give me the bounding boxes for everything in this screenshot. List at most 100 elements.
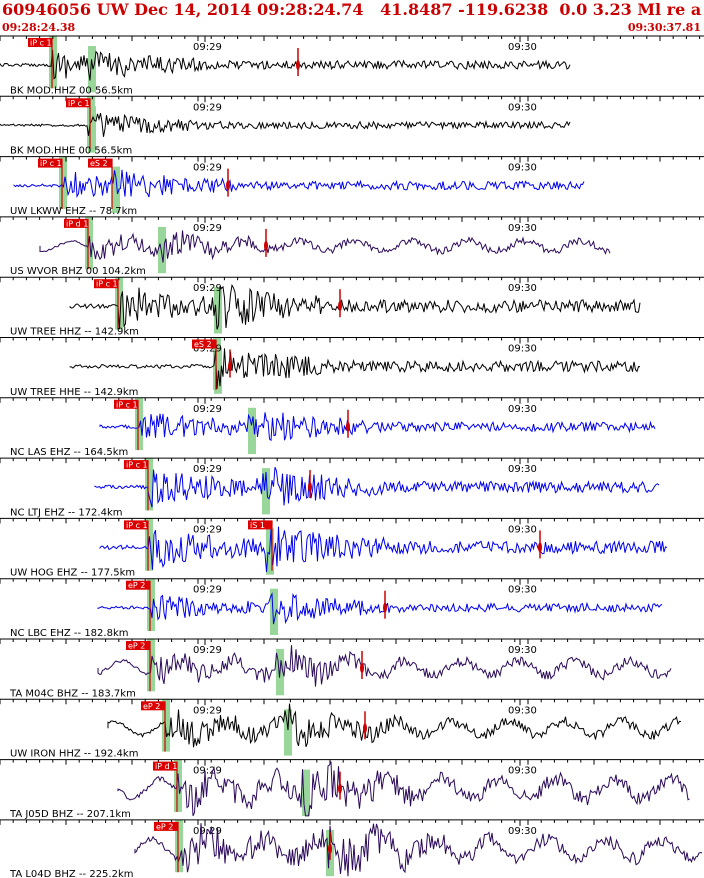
- pick-flag-text: iS 1: [250, 521, 265, 530]
- pick-flag[interactable]: [124, 520, 148, 530]
- minute-tick-label: 09:30: [508, 223, 537, 234]
- trace-panel[interactable]: 09:29 09:30 iP c 1 eS 2 UW LKWW EHZ -- 78.7k…: [0, 156, 704, 217]
- minute-tick-label: 09:30: [508, 826, 537, 837]
- minute-tick-label: 09:29: [193, 404, 222, 415]
- trace-station-label: TA M04C BHZ -- 183.7km: [9, 688, 136, 699]
- trace-panel[interactable]: 09:29 09:30 eP 2 NC LBC EHZ -- 182.8km: [0, 578, 704, 639]
- p-phase-band: [174, 759, 182, 812]
- event-header-title: 60946056 UW Dec 14, 2014 09:28:24.74 41.…: [2, 0, 702, 19]
- trace-station-label: UW TREE HHE -- 142.9km: [10, 387, 138, 398]
- waveform: [94, 467, 660, 508]
- p-phase-band: [59, 156, 67, 209]
- coda-marker-dot: [228, 361, 232, 372]
- waveform: [0, 49, 571, 81]
- trace-panel[interactable]: 09:29 09:30 iP c 1 NC LTJ EHZ -- 172.4km: [0, 457, 704, 518]
- p-phase-band: [162, 699, 170, 752]
- minute-tick-label: 09:29: [193, 705, 222, 716]
- waveform: [134, 823, 703, 877]
- pick-flag[interactable]: [154, 821, 178, 831]
- pick-flag[interactable]: [38, 158, 62, 168]
- trace-panel[interactable]: 09:29 09:30 eP 2 UW IRON HHZ -- 192.4km: [0, 698, 704, 760]
- pick-flag-text: iP c 1: [126, 461, 148, 470]
- minute-tick-label: 09:30: [508, 705, 537, 716]
- coda-marker-dot: [328, 843, 332, 854]
- pick-flag-text: iP c 1: [68, 99, 90, 108]
- trace-station-label: NC LBC EHZ -- 182.8km: [10, 628, 128, 639]
- coda-marker-dot: [308, 482, 312, 493]
- coda-marker-dot: [338, 783, 342, 794]
- s-phase-band: [158, 226, 166, 274]
- minute-tick-label: 09:29: [193, 42, 222, 53]
- pick-flag[interactable]: [126, 580, 150, 590]
- p-phase-band: [175, 819, 183, 873]
- coda-marker-dot: [363, 723, 367, 734]
- trace-station-label: UW TREE HHZ -- 142.9km: [10, 327, 139, 338]
- trace-panel[interactable]: 09:29 09:30 eS 2 UW TREE HHE -- 142.9km: [0, 337, 704, 398]
- minute-tick-label: 09:29: [193, 464, 222, 475]
- trace-panel[interactable]: 09:29 09:30 iP c 1 UW TREE HHZ -- 142.9km: [0, 276, 704, 338]
- pick-flag-text: iP c 1: [96, 280, 118, 289]
- trace-panel[interactable]: 09:29 09:30 iP c 1 NC LAS EHZ -- 164.5km: [0, 397, 704, 458]
- minute-tick-label: 09:29: [193, 585, 222, 596]
- pick-flag[interactable]: [126, 641, 150, 650]
- waveform: [97, 645, 672, 687]
- minute-tick-label: 09:30: [508, 585, 537, 596]
- pick-flag-text: iP c 1: [126, 521, 148, 530]
- minute-tick-label: 09:30: [508, 344, 537, 355]
- minute-tick-label: 09:30: [508, 283, 537, 294]
- pick-flag[interactable]: [64, 218, 88, 228]
- s-phase-band: [214, 287, 222, 334]
- pick-flag[interactable]: [141, 701, 165, 711]
- trace-station-label: US WVOR BHZ 00 104.2km: [10, 266, 146, 277]
- trace-station-label: TA J05D BHZ -- 207.1km: [9, 809, 131, 820]
- trace-station-label: NC LAS EHZ -- 164.5km: [10, 447, 128, 458]
- trace-station-label: BK MOD.HHE 00 56.5km: [10, 146, 132, 157]
- pick-flag[interactable]: [124, 460, 148, 470]
- s-phase-band: [112, 166, 120, 213]
- s-phase-band: [88, 106, 96, 153]
- minute-tick-label: 09:30: [508, 524, 537, 535]
- pick-flag[interactable]: [248, 520, 272, 530]
- trace-panel[interactable]: 09:29 09:30 iP c 1 BK MOD.HHZ 00 56.5km: [0, 35, 704, 96]
- pick-flag-text: eP 2: [128, 642, 145, 651]
- coda-marker-dot: [296, 59, 300, 70]
- trace-station-label: UW LKWW EHZ -- 78.7km: [10, 206, 137, 217]
- pick-flag-text: iP c 1: [40, 159, 62, 168]
- minute-tick-label: 09:29: [193, 344, 222, 355]
- waveform: [99, 526, 668, 572]
- pick-flag[interactable]: [153, 761, 177, 771]
- minute-tick-label: 09:29: [193, 223, 222, 234]
- pick-flag[interactable]: [114, 399, 138, 409]
- coda-marker-dot: [264, 240, 268, 251]
- minute-tick-label: 09:30: [508, 102, 537, 113]
- trace-station-label: BK MOD.HHZ 00 56.5km: [10, 85, 133, 96]
- trace-panel[interactable]: 09:29 09:30 iP d 1 US WVOR BHZ 00 104.2km: [0, 216, 704, 277]
- trace-panel[interactable]: 09:29 09:30 iP c 1 iS 1 UW HOG EHZ -- 177.5k…: [0, 517, 704, 579]
- pick-flag[interactable]: [66, 98, 90, 108]
- trace-panel[interactable]: 09:29 09:30 iP c 1 BK MOD.HHE 00 56.5km: [0, 95, 704, 157]
- pick-flag[interactable]: [88, 158, 112, 168]
- s-phase-band: [302, 769, 310, 816]
- waveform: [107, 703, 682, 748]
- pick-flag[interactable]: [192, 339, 216, 349]
- s-phase-band: [262, 468, 270, 515]
- s-phase-band: [270, 588, 278, 635]
- waveform: [69, 283, 641, 330]
- trace-panel[interactable]: 09:29 09:30 eP 2 TA L04D BHZ -- 225.2km: [0, 819, 704, 878]
- pick-flag-text: eS 2: [90, 159, 108, 168]
- pick-flag[interactable]: [28, 38, 52, 47]
- trace-panel[interactable]: 09:29 09:30 eP 2 TA M04C BHZ -- 183.7km: [0, 638, 704, 699]
- minute-tick-label: 09:30: [508, 42, 537, 53]
- waveform: [69, 348, 641, 389]
- minute-tick-label: 09:29: [193, 645, 222, 656]
- p-phase-band: [145, 458, 153, 511]
- trace-panel[interactable]: 09:29 09:30 iP d 1 TA J05D BHZ -- 207.1km: [0, 759, 704, 820]
- pick-flag-text: eP 2: [143, 702, 160, 711]
- coda-marker-dot: [346, 421, 350, 432]
- trace-station-label: UW HOG EHZ -- 177.5km: [10, 568, 135, 579]
- pick-flag-text: eP 2: [156, 822, 173, 831]
- trace-station-label: TA L04D BHZ -- 225.2km: [9, 869, 134, 878]
- waveform: [13, 169, 585, 199]
- pick-flag[interactable]: [94, 279, 118, 289]
